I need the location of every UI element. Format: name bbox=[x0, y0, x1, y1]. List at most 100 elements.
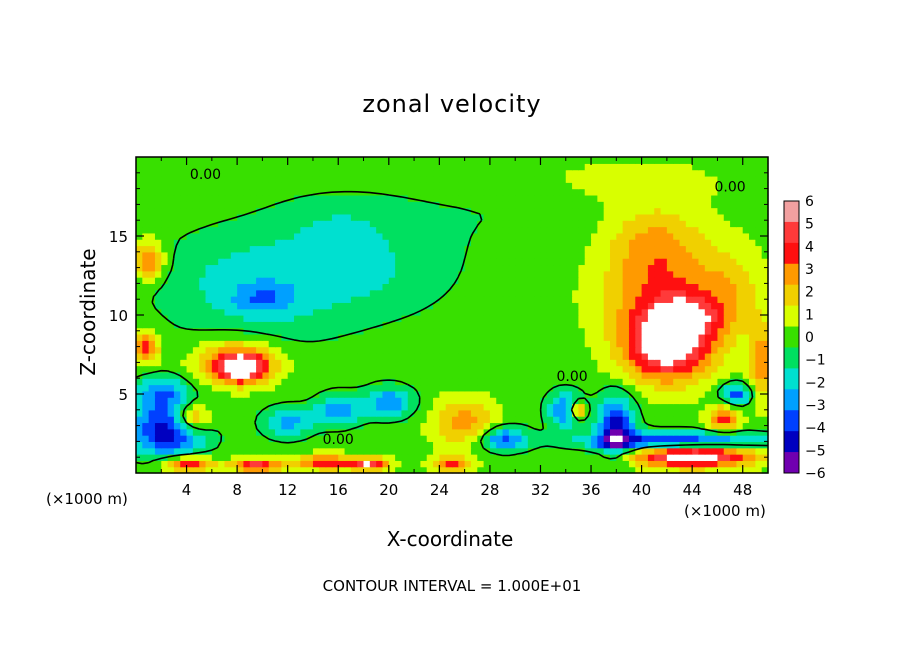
field-cell bbox=[489, 454, 497, 461]
field-cell bbox=[218, 352, 226, 360]
field-cell bbox=[546, 264, 554, 272]
field-cell bbox=[401, 327, 409, 335]
field-cell bbox=[546, 422, 554, 430]
field-cell bbox=[635, 390, 643, 398]
field-cell bbox=[205, 232, 213, 240]
field-cell bbox=[319, 277, 327, 284]
field-cell bbox=[173, 422, 181, 430]
field-cell bbox=[161, 333, 169, 341]
field-cell bbox=[635, 264, 643, 272]
field-cell bbox=[294, 409, 301, 417]
field-cell bbox=[755, 188, 763, 196]
field-cell bbox=[685, 296, 693, 303]
field-cell bbox=[736, 239, 744, 247]
field-cell bbox=[515, 403, 523, 411]
field-cell bbox=[761, 270, 769, 278]
field-cell bbox=[192, 346, 200, 354]
field-cell bbox=[325, 239, 333, 247]
field-cell bbox=[559, 352, 567, 360]
field-cell bbox=[426, 245, 434, 253]
field-cell bbox=[736, 435, 744, 442]
field-cell bbox=[426, 258, 434, 266]
field-cell bbox=[628, 251, 636, 259]
field-cell bbox=[180, 397, 188, 405]
field-cell bbox=[199, 384, 207, 392]
field-cell bbox=[622, 201, 630, 209]
field-cell bbox=[186, 333, 194, 341]
field-cell bbox=[553, 239, 561, 247]
field-cell bbox=[294, 163, 301, 171]
field-cell bbox=[224, 378, 232, 386]
field-cell bbox=[489, 447, 497, 455]
field-cell bbox=[584, 213, 592, 221]
field-cell bbox=[622, 245, 630, 253]
field-cell bbox=[294, 289, 301, 297]
field-cell bbox=[666, 315, 674, 322]
field-cell bbox=[439, 321, 447, 329]
field-cell bbox=[502, 289, 510, 297]
field-cell bbox=[173, 258, 181, 266]
field-cell bbox=[420, 264, 428, 272]
field-cell bbox=[180, 435, 188, 442]
field-cell bbox=[319, 340, 327, 348]
field-cell bbox=[237, 188, 245, 196]
field-cell bbox=[616, 277, 624, 284]
field-cell bbox=[692, 409, 700, 417]
field-cell bbox=[407, 346, 415, 354]
field-cell bbox=[287, 239, 295, 247]
field-cell bbox=[603, 346, 611, 354]
field-cell bbox=[325, 409, 333, 417]
field-cell bbox=[426, 226, 434, 234]
field-cell bbox=[369, 422, 377, 430]
field-cell bbox=[489, 232, 497, 240]
field-cell bbox=[154, 157, 162, 164]
field-cell bbox=[711, 264, 719, 272]
field-cell bbox=[452, 239, 459, 247]
field-cell bbox=[338, 435, 346, 442]
field-cell bbox=[275, 333, 282, 341]
field-cell bbox=[262, 175, 270, 183]
field-cell bbox=[546, 182, 554, 190]
field-cell bbox=[439, 188, 447, 196]
field-cell bbox=[515, 466, 523, 474]
field-cell bbox=[218, 226, 226, 234]
field-cell bbox=[426, 289, 434, 297]
field-cell bbox=[331, 409, 339, 417]
field-cell bbox=[420, 270, 428, 278]
field-cell bbox=[521, 296, 529, 303]
field-cell bbox=[534, 194, 542, 202]
field-cell bbox=[401, 169, 409, 177]
field-cell bbox=[635, 454, 643, 461]
field-cell bbox=[401, 441, 409, 449]
field-cell bbox=[470, 416, 478, 424]
field-cell bbox=[167, 390, 175, 398]
field-cell bbox=[477, 264, 485, 272]
field-cell bbox=[673, 447, 681, 455]
field-cell bbox=[553, 327, 561, 335]
field-cell bbox=[268, 213, 276, 221]
field-cell bbox=[306, 346, 314, 354]
field-cell bbox=[730, 352, 737, 360]
field-cell bbox=[666, 447, 674, 455]
field-cell bbox=[401, 308, 409, 316]
field-cell bbox=[407, 352, 415, 360]
field-cell bbox=[376, 169, 384, 177]
field-cell bbox=[237, 289, 245, 297]
field-cell bbox=[338, 175, 346, 183]
field-cell bbox=[319, 245, 327, 253]
field-cell bbox=[540, 283, 548, 291]
field-cell bbox=[357, 403, 365, 411]
field-cell bbox=[136, 346, 143, 354]
field-cell bbox=[584, 283, 592, 291]
field-cell bbox=[287, 390, 295, 398]
field-cell bbox=[426, 447, 434, 455]
field-cell bbox=[161, 346, 169, 354]
field-cell bbox=[401, 428, 409, 436]
field-cell bbox=[180, 333, 188, 341]
field-cell bbox=[711, 239, 719, 247]
field-cell bbox=[641, 289, 649, 297]
field-cell bbox=[281, 264, 289, 272]
field-cell bbox=[161, 194, 169, 202]
field-cell bbox=[496, 390, 504, 398]
field-cell bbox=[420, 213, 428, 221]
